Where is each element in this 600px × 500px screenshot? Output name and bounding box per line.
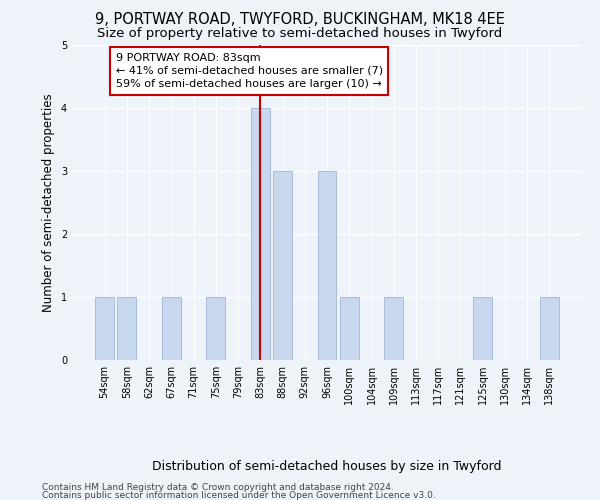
X-axis label: Distribution of semi-detached houses by size in Twyford: Distribution of semi-detached houses by … bbox=[152, 460, 502, 473]
Bar bbox=[162, 297, 181, 360]
Text: 9, PORTWAY ROAD, TWYFORD, BUCKINGHAM, MK18 4EE: 9, PORTWAY ROAD, TWYFORD, BUCKINGHAM, MK… bbox=[95, 12, 505, 28]
Bar bbox=[384, 297, 403, 360]
Bar bbox=[473, 297, 492, 360]
Text: Contains public sector information licensed under the Open Government Licence v3: Contains public sector information licen… bbox=[42, 491, 436, 500]
Bar bbox=[540, 297, 559, 360]
Bar bbox=[273, 171, 292, 360]
Text: Size of property relative to semi-detached houses in Twyford: Size of property relative to semi-detach… bbox=[97, 28, 503, 40]
Bar bbox=[340, 297, 359, 360]
Bar bbox=[118, 297, 136, 360]
Bar bbox=[251, 108, 270, 360]
Text: Contains HM Land Registry data © Crown copyright and database right 2024.: Contains HM Land Registry data © Crown c… bbox=[42, 482, 394, 492]
Y-axis label: Number of semi-detached properties: Number of semi-detached properties bbox=[43, 93, 55, 312]
Bar bbox=[317, 171, 337, 360]
Bar bbox=[206, 297, 225, 360]
Text: 9 PORTWAY ROAD: 83sqm
← 41% of semi-detached houses are smaller (7)
59% of semi-: 9 PORTWAY ROAD: 83sqm ← 41% of semi-deta… bbox=[116, 52, 383, 89]
Bar bbox=[95, 297, 114, 360]
